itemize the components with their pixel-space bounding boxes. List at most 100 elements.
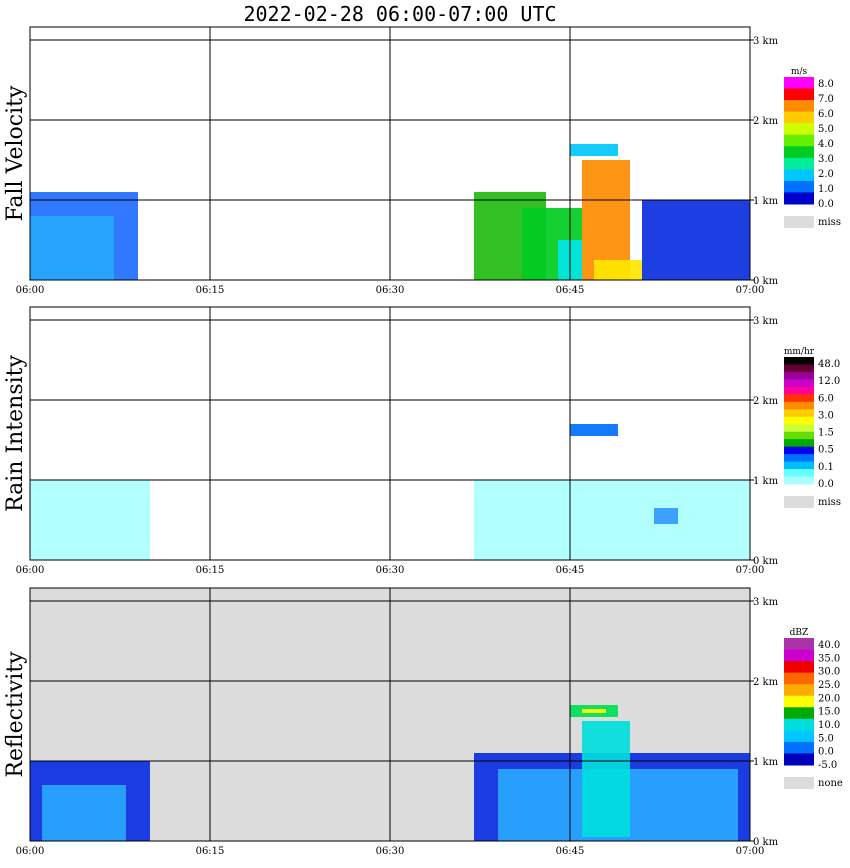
x-tick-label: 06:00	[16, 285, 45, 296]
y-tick-label: 0 km	[753, 837, 779, 848]
colorbar-label: 30.0	[818, 667, 840, 678]
colorbar-label: 0.1	[818, 462, 834, 473]
colorbar-swatch	[784, 394, 814, 403]
y-tick-label: 0 km	[753, 556, 779, 567]
colorbar-swatch	[784, 409, 814, 418]
colorbar-swatch	[784, 707, 814, 720]
colorbar-label: 10.0	[818, 720, 840, 731]
x-tick-label: 06:45	[556, 285, 585, 296]
colorbar-label: 0.0	[818, 747, 834, 758]
y-tick-label: 3 km	[753, 316, 779, 327]
colorbar-swatch	[784, 192, 814, 205]
panel-fall-velocity: 06:00 06:15 06:30 06:45 07:000 km 1 km 2 km 3 k…	[3, 26, 841, 296]
x-tick-label: 06:45	[556, 846, 585, 857]
x-tick-label: 07:00	[736, 285, 765, 296]
colorbar-swatch	[784, 157, 814, 170]
colorbar-missing-swatch	[784, 777, 814, 789]
panel-reflectivity: 06:00 06:15 06:30 06:45 07:000 km 1 km 2 km 3 k…	[3, 587, 843, 857]
y-tick-label: 1 km	[753, 757, 779, 768]
colorbar-swatch	[784, 753, 814, 766]
y-tick-label: 2 km	[753, 116, 779, 127]
colorbar-missing-swatch	[784, 496, 814, 508]
echo-region	[30, 216, 114, 280]
colorbar-swatch	[784, 357, 814, 365]
colorbar-unit: m/s	[791, 67, 808, 77]
colorbar-label: 4.0	[818, 139, 834, 150]
colorbar-swatch	[784, 439, 814, 448]
colorbar-swatch	[784, 111, 814, 124]
colorbar-label: 3.0	[818, 154, 834, 165]
colorbar-swatch	[784, 684, 814, 697]
colorbar-swatch	[784, 123, 814, 136]
echo-region	[42, 785, 126, 841]
colorbar-swatch	[784, 649, 814, 662]
y-tick-label: 1 km	[753, 476, 779, 487]
x-tick-label: 06:15	[196, 565, 225, 576]
colorbar-label: 35.0	[818, 653, 840, 664]
echo-region	[474, 480, 750, 560]
x-tick-label: 07:00	[736, 846, 765, 857]
colorbar-label: 6.0	[818, 109, 834, 120]
panel-rain-intensity: 06:00 06:15 06:30 06:45 07:000 km 1 km 2 km 3 k…	[3, 306, 841, 576]
colorbar-label: -5.0	[818, 760, 837, 771]
colorbar-label: 0.5	[818, 445, 834, 456]
colorbar-swatch	[784, 134, 814, 147]
colorbar-label: 48.0	[818, 359, 840, 370]
y-tick-label: 3 km	[753, 597, 779, 608]
echo-region	[570, 144, 618, 156]
colorbar-swatch	[784, 454, 814, 463]
y-axis-label: Reflectivity	[3, 651, 28, 778]
colorbar-swatch	[784, 88, 814, 101]
colorbar-swatch	[784, 431, 814, 440]
y-tick-label: 0 km	[753, 276, 779, 287]
colorbar-swatch	[784, 371, 814, 380]
echo-region	[570, 424, 618, 436]
colorbar-swatch	[784, 77, 814, 90]
colorbar-swatch	[784, 146, 814, 159]
x-tick-label: 06:15	[196, 285, 225, 296]
colorbar-label: 2.0	[818, 169, 834, 180]
plot-frame	[29, 587, 751, 842]
colorbar-label: 3.0	[818, 410, 834, 421]
colorbar-missing-label: none	[818, 778, 843, 789]
colorbar-label: 5.0	[818, 124, 834, 135]
colorbar-swatch	[784, 424, 814, 433]
colorbar-label: 7.0	[818, 94, 834, 105]
colorbar-swatch	[784, 379, 814, 388]
echo-region	[582, 721, 630, 837]
colorbar-swatch	[784, 169, 814, 182]
x-tick-label: 06:45	[556, 565, 585, 576]
colorbar-swatch	[784, 386, 814, 395]
colorbar-label: 5.0	[818, 733, 834, 744]
chart-title: 2022-02-28 06:00-07:00 UTC	[243, 2, 557, 26]
echo-region	[582, 709, 606, 713]
colorbar-unit: mm/hr	[784, 347, 815, 357]
echo-region	[654, 508, 678, 524]
colorbar-swatch	[784, 718, 814, 731]
colorbar-swatch	[784, 695, 814, 708]
colorbar-label: 1.5	[818, 428, 834, 439]
colorbar-label: 1.0	[818, 184, 834, 195]
colorbar-label: 0.0	[818, 199, 834, 210]
colorbar-label: 0.0	[818, 479, 834, 490]
colorbar-swatch	[784, 638, 814, 651]
colorbar-swatch	[784, 100, 814, 113]
colorbar-swatch	[784, 741, 814, 754]
colorbar-swatch	[784, 401, 814, 410]
plot-frame	[29, 306, 751, 561]
colorbar-swatch	[784, 461, 814, 470]
y-tick-label: 3 km	[753, 36, 779, 47]
y-tick-label: 2 km	[753, 677, 779, 688]
colorbar-swatch	[784, 661, 814, 674]
colorbar-missing-label: miss	[818, 497, 841, 508]
colorbar-label: 12.0	[818, 376, 840, 387]
x-tick-label: 06:00	[16, 565, 45, 576]
colorbar-label: 8.0	[818, 79, 834, 90]
y-tick-label: 1 km	[753, 196, 779, 207]
colorbar-swatch	[784, 730, 814, 743]
colorbar-label: 20.0	[818, 693, 840, 704]
x-tick-label: 07:00	[736, 565, 765, 576]
y-axis-label: Rain Intensity	[3, 354, 28, 511]
echo-region	[594, 260, 642, 280]
